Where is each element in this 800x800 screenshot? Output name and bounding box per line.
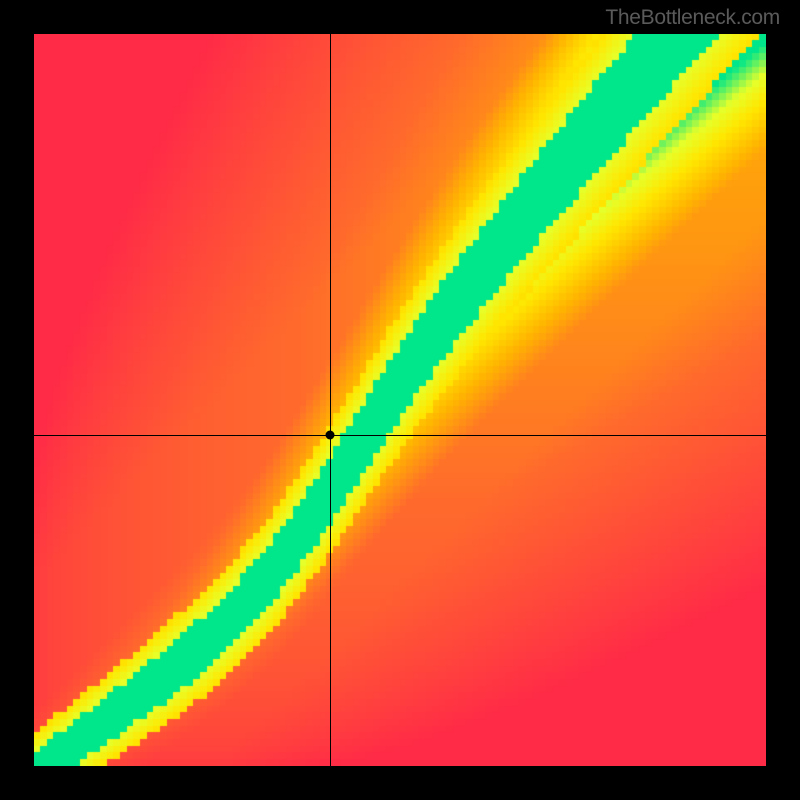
heatmap-canvas [34, 34, 766, 766]
bottleneck-heatmap [34, 34, 766, 766]
marker-dot [326, 431, 335, 440]
crosshair-vertical [330, 34, 331, 766]
crosshair-horizontal [34, 435, 766, 436]
attribution-text: TheBottleneck.com [605, 6, 780, 30]
